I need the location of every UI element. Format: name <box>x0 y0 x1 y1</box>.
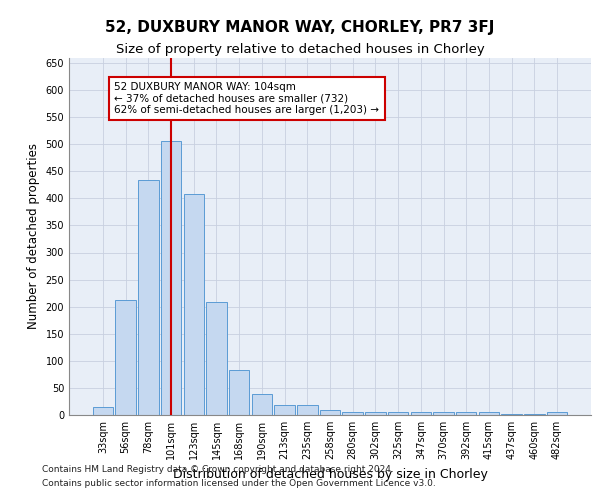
Bar <box>547 412 567 415</box>
Bar <box>93 407 113 415</box>
Bar <box>502 414 522 415</box>
Bar <box>365 412 386 415</box>
Bar <box>184 194 204 415</box>
Bar <box>274 405 295 415</box>
Bar <box>115 300 136 415</box>
Text: Size of property relative to detached houses in Chorley: Size of property relative to detached ho… <box>116 42 484 56</box>
X-axis label: Distribution of detached houses by size in Chorley: Distribution of detached houses by size … <box>173 468 487 480</box>
Bar <box>161 142 181 415</box>
Bar <box>456 412 476 415</box>
Bar <box>251 394 272 415</box>
Bar <box>343 412 363 415</box>
Bar <box>320 410 340 415</box>
Bar <box>229 370 250 415</box>
Text: 52, DUXBURY MANOR WAY, CHORLEY, PR7 3FJ: 52, DUXBURY MANOR WAY, CHORLEY, PR7 3FJ <box>106 20 494 35</box>
Text: Contains HM Land Registry data © Crown copyright and database right 2024.: Contains HM Land Registry data © Crown c… <box>42 466 394 474</box>
Bar <box>388 412 409 415</box>
Bar <box>410 412 431 415</box>
Bar <box>433 412 454 415</box>
Text: Contains public sector information licensed under the Open Government Licence v3: Contains public sector information licen… <box>42 479 436 488</box>
Bar <box>479 412 499 415</box>
Text: 52 DUXBURY MANOR WAY: 104sqm
← 37% of detached houses are smaller (732)
62% of s: 52 DUXBURY MANOR WAY: 104sqm ← 37% of de… <box>114 82 379 115</box>
Y-axis label: Number of detached properties: Number of detached properties <box>27 143 40 329</box>
Bar <box>206 302 227 415</box>
Bar <box>138 180 158 415</box>
Bar <box>524 414 545 415</box>
Bar <box>297 405 317 415</box>
